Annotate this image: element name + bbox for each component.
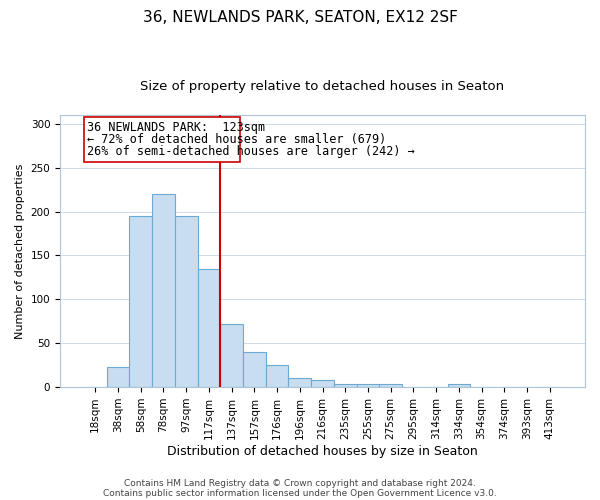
Text: ← 72% of detached houses are smaller (679): ← 72% of detached houses are smaller (67… [87, 133, 386, 146]
Bar [379, 384, 402, 387]
Bar [266, 365, 289, 387]
Text: 26% of semi-detached houses are larger (242) →: 26% of semi-detached houses are larger (… [87, 145, 415, 158]
Bar [311, 380, 334, 387]
Bar [130, 216, 152, 387]
Bar [220, 324, 243, 387]
Text: Contains HM Land Registry data © Crown copyright and database right 2024.: Contains HM Land Registry data © Crown c… [124, 478, 476, 488]
Text: 36 NEWLANDS PARK:  123sqm: 36 NEWLANDS PARK: 123sqm [87, 121, 265, 134]
Bar [356, 384, 379, 387]
Y-axis label: Number of detached properties: Number of detached properties [15, 164, 25, 338]
Bar [243, 352, 266, 387]
Text: Contains public sector information licensed under the Open Government Licence v3: Contains public sector information licen… [103, 488, 497, 498]
Bar [107, 367, 130, 387]
Bar [197, 268, 220, 387]
Bar [289, 378, 311, 387]
Bar [175, 216, 197, 387]
FancyBboxPatch shape [84, 117, 239, 162]
Bar [152, 194, 175, 387]
X-axis label: Distribution of detached houses by size in Seaton: Distribution of detached houses by size … [167, 444, 478, 458]
Bar [334, 384, 356, 387]
Title: Size of property relative to detached houses in Seaton: Size of property relative to detached ho… [140, 80, 505, 93]
Bar [448, 384, 470, 387]
Text: 36, NEWLANDS PARK, SEATON, EX12 2SF: 36, NEWLANDS PARK, SEATON, EX12 2SF [143, 10, 457, 25]
